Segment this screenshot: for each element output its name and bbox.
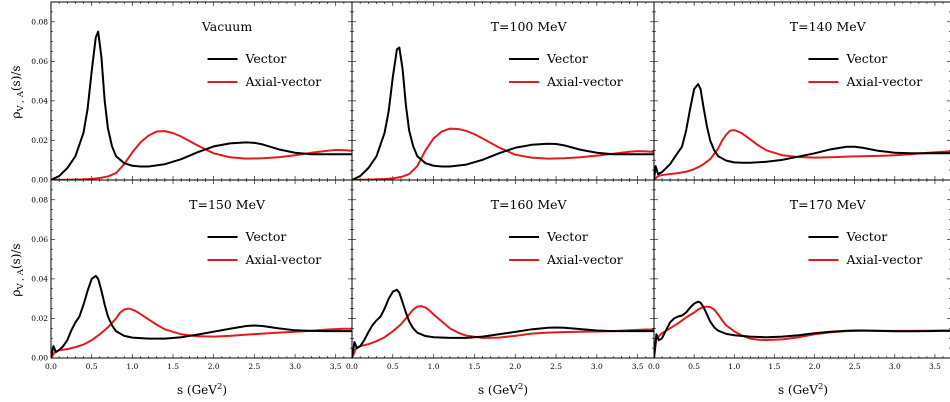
y-tick-label: 0.04 — [31, 274, 48, 283]
x-tick-label: 1.5 — [768, 362, 780, 371]
x-tick-label: 2.0 — [208, 362, 220, 371]
x-tick-label: 0.5 — [387, 362, 399, 371]
series-line-axial-vector — [352, 127, 654, 180]
series-line-vector — [51, 30, 352, 180]
y-tick-label: 0.02 — [31, 314, 48, 323]
y-axis-label-bottom: ρV , A(s)/s — [9, 243, 26, 296]
legend-label-vector: Vector — [845, 51, 887, 66]
x-tick-label: 1.0 — [428, 362, 440, 371]
series-line-vector — [51, 274, 352, 358]
series-line-axial-vector — [352, 305, 654, 358]
panels-layer: 0.00 0.02 0.04 0.06 0.08 Vacuum Vector Axial-ve… — [31, 1, 950, 371]
panel-title: Vacuum — [201, 19, 252, 34]
axis-labels-layer: ρV , A(s)/s ρV , A(s)/s s (GeV2) s (GeV2… — [9, 65, 828, 397]
legend-label-axial-vector: Axial-vector — [845, 74, 922, 89]
legend-label-vector: Vector — [845, 229, 887, 244]
panel-title: T=150 MeV — [189, 197, 266, 212]
series-line-vector — [352, 288, 654, 358]
x-tick-label: 1.0 — [126, 362, 138, 371]
y-tick-label: 0.08 — [31, 17, 48, 26]
x-tick-label: 3.0 — [889, 362, 901, 371]
panel-5: 0.0 0.5 1.0 1.5 2.0 2.5 3.0 3.5 T=160 MeV Vector A… — [346, 179, 655, 371]
panel-title: T=140 MeV — [790, 19, 867, 34]
x-tick-label: 2.0 — [509, 362, 521, 371]
panel-6: 0.0 0.5 1.0 1.5 2.0 2.5 3.0 3.5 T=170 MeV Vector A… — [648, 179, 950, 371]
x-tick-label: 3.5 — [929, 362, 941, 371]
series-line-vector — [654, 300, 950, 358]
x-tick-label: 3.5 — [632, 362, 644, 371]
legend-label-vector: Vector — [546, 229, 588, 244]
y-tick-label: 0.02 — [31, 136, 48, 145]
x-tick-label: 0.5 — [86, 362, 98, 371]
x-tick-label: 2.0 — [809, 362, 821, 371]
y-tick-label: 0.04 — [31, 96, 48, 105]
legend-label-axial-vector: Axial-vector — [245, 74, 322, 89]
series-line-axial-vector — [51, 307, 352, 358]
panel-title: T=160 MeV — [491, 197, 568, 212]
y-tick-label: 0.00 — [31, 176, 48, 185]
panel-title: T=170 MeV — [790, 197, 867, 212]
x-tick-label: 1.5 — [167, 362, 179, 371]
legend-label-vector: Vector — [245, 51, 287, 66]
x-tick-label: 2.5 — [248, 362, 260, 371]
legend-label-vector: Vector — [546, 51, 588, 66]
panel-1: 0.00 0.02 0.04 0.06 0.08 Vacuum Vector Axial-ve… — [31, 1, 353, 185]
x-tick-label: 0.0 — [648, 362, 660, 371]
x-tick-label: 0.5 — [688, 362, 700, 371]
y-tick-label: 0.06 — [31, 57, 48, 66]
x-tick-label: 2.5 — [550, 362, 562, 371]
panel-4: 0.0 0.5 1.0 1.5 2.0 2.5 3.0 3.5 0.00 0.02 0.04 0.06… — [31, 179, 353, 371]
x-axis-label-right: s (GeV2) — [778, 382, 828, 397]
y-tick-label: 0.00 — [31, 354, 48, 363]
x-tick-label: 0.0 — [346, 362, 358, 371]
x-axis-label-left: s (GeV2) — [177, 382, 227, 397]
series-line-vector — [654, 83, 950, 180]
x-tick-label: 0.0 — [45, 362, 57, 371]
y-tick-label: 0.06 — [31, 235, 48, 244]
legend-label-axial-vector: Axial-vector — [845, 252, 922, 267]
x-tick-label: 1.0 — [728, 362, 740, 371]
legend-label-axial-vector: Axial-vector — [546, 74, 623, 89]
x-axis-label-middle: s (GeV2) — [478, 382, 528, 397]
y-axis-label-top: ρV , A(s)/s — [9, 65, 26, 118]
series-line-vector — [352, 46, 654, 180]
legend-label-vector: Vector — [245, 229, 287, 244]
x-tick-label: 1.5 — [468, 362, 480, 371]
y-tick-label: 0.08 — [31, 195, 48, 204]
series-line-axial-vector — [51, 130, 352, 180]
x-tick-label: 2.5 — [849, 362, 861, 371]
panel-3: T=140 MeV Vector Axial-vector — [653, 1, 950, 181]
x-tick-label: 3.0 — [289, 362, 301, 371]
panel-2: T=100 MeV Vector Axial-vector — [351, 1, 655, 181]
panel-title: T=100 MeV — [491, 19, 568, 34]
series-line-axial-vector — [654, 129, 950, 180]
x-tick-label: 3.5 — [330, 362, 342, 371]
x-tick-label: 3.0 — [591, 362, 603, 371]
legend-label-axial-vector: Axial-vector — [245, 252, 322, 267]
legend-label-axial-vector: Axial-vector — [546, 252, 623, 267]
